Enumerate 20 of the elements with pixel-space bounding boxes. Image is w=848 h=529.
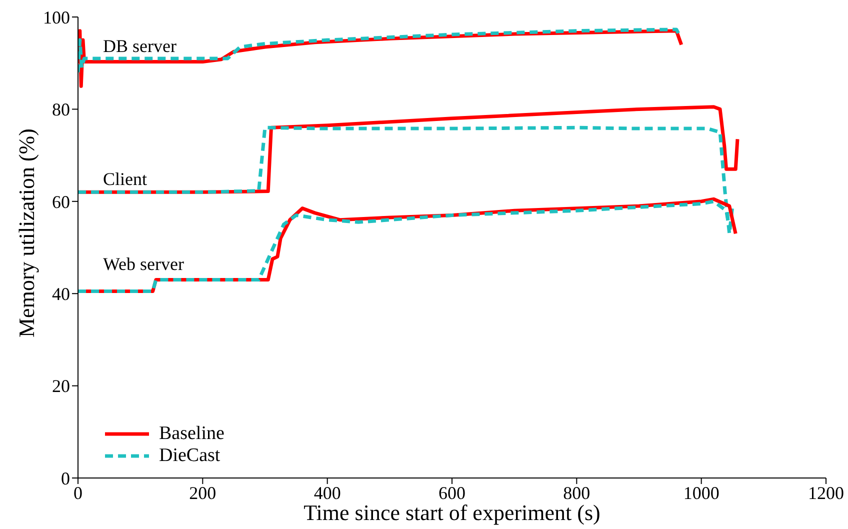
y-tick-label: 0: [61, 468, 70, 488]
y-tick-label: 60: [52, 192, 70, 212]
x-tick-label: 200: [189, 482, 216, 503]
x-tick-label: 800: [563, 482, 590, 503]
legend-label: DieCast: [159, 445, 220, 467]
x-tick-label: 1200: [808, 482, 844, 503]
annotation: DB server: [103, 36, 176, 56]
y-tick-label: 20: [52, 376, 70, 396]
annotation: Web server: [103, 254, 184, 274]
annotation: Client: [103, 169, 147, 189]
y-tick-label: 40: [52, 284, 70, 304]
x-axis-title: Time since start of experiment (s): [304, 500, 600, 525]
legend-label: Baseline: [159, 423, 224, 445]
y-tick-label: 80: [52, 100, 70, 120]
x-tick-label: 1000: [683, 482, 720, 503]
x-tick-label: 400: [314, 482, 341, 503]
y-axis-title: Memory utilization (%): [14, 128, 39, 338]
x-tick-label: 0: [74, 482, 82, 503]
x-tick-label: 600: [438, 482, 466, 503]
y-tick-label: 100: [43, 7, 70, 28]
